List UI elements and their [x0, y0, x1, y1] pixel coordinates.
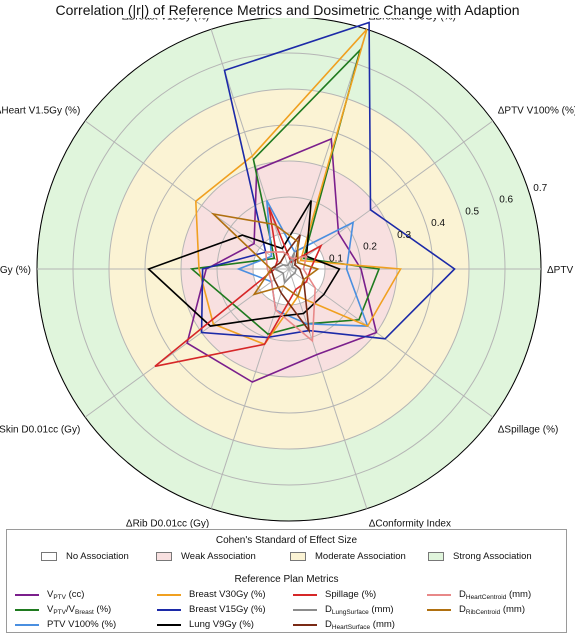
legend-item-breast-v30: Breast V30Gy (%): [157, 589, 266, 600]
legend-line: [157, 608, 181, 611]
legend-line: [427, 594, 451, 596]
legend-label: Breast V30Gy (%): [189, 589, 266, 600]
axis-spoke: [288, 268, 494, 418]
legend-label: VPTV (cc): [47, 589, 85, 601]
legend-label: DRibCentroid (mm): [459, 604, 525, 616]
legend-label: Spillage (%): [325, 589, 377, 600]
legend-line: [15, 609, 39, 611]
legend-label: Lung V9Gy (%): [189, 619, 254, 630]
legend-label: DHeartSurface (mm): [325, 619, 395, 631]
legend-label: Breast V15Gy (%): [189, 604, 266, 615]
legend: Cohen's Standard of Effect Size No Assoc…: [6, 529, 567, 633]
axis-label: ΔPTV Volume (%): [547, 265, 575, 276]
legend-item-ptv-v100: PTV V100% (%): [15, 619, 116, 630]
r-tick-label: 0.3: [397, 230, 411, 241]
legend-item-spillage: Spillage (%): [293, 589, 376, 600]
axis-label: ΔConformity Index: [369, 518, 451, 528]
legend-item-breast-v15: Breast V15Gy (%): [157, 604, 266, 615]
axis-label: ΔPTV V100% (%): [498, 105, 575, 116]
legend-line: [293, 593, 317, 596]
legend-zone-strong: Strong Association: [428, 551, 532, 562]
legend-zone-moderate: Moderate Association: [290, 551, 406, 562]
series-breast_v30: [194, 28, 402, 346]
axis-label: ΔBreast V15Gy (%): [122, 18, 209, 23]
legend-zone-swatch: [41, 552, 57, 561]
axis-spoke: [288, 29, 368, 270]
r-tick-label: 0.6: [499, 195, 513, 206]
series-vptv: [186, 137, 378, 383]
r-tick-label: 0.1: [329, 253, 343, 264]
radar-chart: 0.1 0.2 0.3 0.4 0.5 0.6 0.7 ΔPTV Volume (%) ΔPTV…: [0, 18, 575, 528]
r-tick-label: 0.4: [431, 218, 445, 229]
legend-item-d-rib-centroid: DRibCentroid (mm): [427, 604, 525, 616]
legend-item-d-lung-surface: DLungSurface (mm): [293, 604, 394, 616]
legend-item-vptv-vbreast: VPTV/VBreast (%): [15, 604, 111, 616]
legend-zone-swatch: [156, 552, 172, 561]
legend-label: DHeartCentroid (mm): [459, 589, 532, 601]
legend-line: [15, 594, 39, 596]
axis-spoke: [210, 29, 290, 270]
legend-line: [157, 593, 181, 596]
series-breast_v15: [200, 21, 456, 340]
axis-spoke: [288, 268, 368, 509]
legend-line: [293, 609, 317, 611]
series-d_rib_centroid: [210, 212, 320, 298]
legend-metrics-title: Reference Plan Metrics: [234, 574, 339, 585]
axis-spoke: [84, 120, 290, 270]
axis-label: ΔSpillage (%): [498, 425, 559, 436]
legend-line: [293, 624, 317, 626]
legend-line: [427, 609, 451, 611]
axis-label: ΔBreast V30Gy (%): [369, 18, 456, 23]
r-tick-label: 0.5: [465, 206, 479, 217]
legend-zone-label: No Association: [66, 551, 129, 562]
legend-zone-label: Weak Association: [181, 551, 256, 562]
axis-spoke: [288, 120, 494, 270]
legend-item-d-heart-centroid: DHeartCentroid (mm): [427, 589, 531, 601]
axis-label: ΔRib D0.01cc (Gy): [126, 518, 209, 528]
legend-zone-weak: Weak Association: [156, 551, 256, 562]
legend-label: DLungSurface (mm): [325, 604, 394, 616]
r-tick-label: 0.2: [363, 242, 377, 253]
legend-item-d-heart-surface: DHeartSurface (mm): [293, 619, 395, 631]
legend-zone-swatch: [428, 552, 444, 561]
axis-label: ΔHeart V1.5Gy (%): [0, 105, 80, 116]
legend-standard-title: Cohen's Standard of Effect Size: [215, 535, 358, 546]
legend-item-vptv: VPTV (cc): [15, 589, 84, 601]
legend-item-lung-v9: Lung V9Gy (%): [157, 619, 254, 630]
axis-label: ΔLung V9Gy (%): [0, 265, 31, 276]
legend-zone-swatch: [290, 552, 306, 561]
chart-title: Correlation (|r|) of Reference Metrics a…: [55, 2, 520, 18]
axis-label: ΔSkin D0.01cc (Gy): [0, 425, 80, 436]
legend-line: [15, 623, 39, 626]
series-ptv_v100: [236, 200, 369, 327]
legend-line: [157, 623, 181, 626]
legend-zone-none: No Association: [41, 551, 129, 562]
legend-zone-label: Moderate Association: [315, 551, 406, 562]
r-tick-label: 0.7: [533, 183, 547, 194]
legend-label: VPTV/VBreast (%): [47, 604, 112, 616]
series-d_lung_surface: [272, 251, 298, 285]
legend-zone-label: Strong Association: [453, 551, 532, 562]
series-lung_v9: [147, 200, 341, 327]
legend-label: PTV V100% (%): [47, 619, 117, 630]
